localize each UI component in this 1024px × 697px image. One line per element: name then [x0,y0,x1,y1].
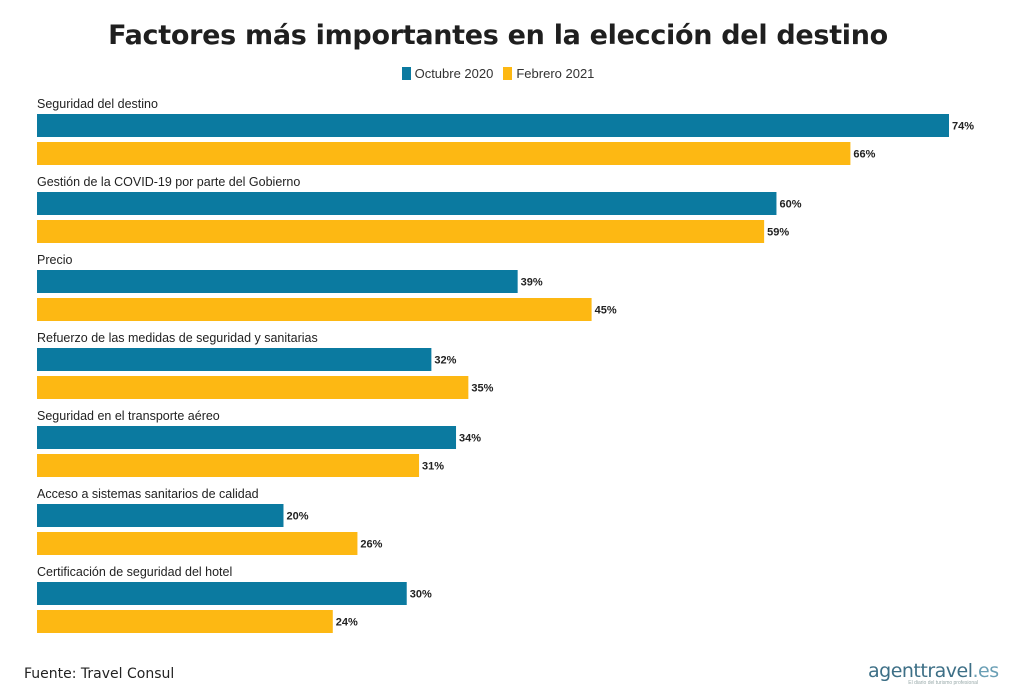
category-label-seguridad-del-destino: Seguridad del destino [37,97,158,111]
value-label-certificacion-de-seguridad-del-hotel-febrero-2021: 24% [336,617,358,629]
bar-precio-febrero-2021 [37,298,592,321]
agenttravel-logo: agenttravel.es El diario del turismo pro… [868,660,999,686]
legend-item-febrero-2021: Febrero 2021 [503,66,594,81]
category-label-gestion-de-la-covid-19-por-parte-del-gobierno: Gestión de la COVID-19 por parte del Gob… [37,175,300,189]
bar-refuerzo-de-las-medidas-de-seguridad-y-sanitarias-febrero-2021 [37,376,469,399]
chart-legend: Octubre 2020 Febrero 2021 [0,66,996,81]
category-label-acceso-a-sistemas-sanitarios-de-calidad: Acceso a sistemas sanitarios de calidad [37,487,259,501]
bar-refuerzo-de-las-medidas-de-seguridad-y-sanitarias-octubre-2020 [37,348,432,371]
bar-seguridad-en-el-transporte-aereo-febrero-2021 [37,454,420,477]
logo-tld-text: .es [972,660,1000,682]
bar-gestion-de-la-covid-19-por-parte-del-gobierno-febrero-2021 [37,220,765,243]
bar-seguridad-en-el-transporte-aereo-octubre-2020 [37,426,457,449]
bar-gestion-de-la-covid-19-por-parte-del-gobierno-octubre-2020 [37,192,777,215]
category-label-certificacion-de-seguridad-del-hotel: Certificación de seguridad del hotel [37,565,232,579]
bar-acceso-a-sistemas-sanitarios-de-calidad-febrero-2021 [37,532,358,555]
value-label-seguridad-en-el-transporte-aereo-octubre-2020: 34% [459,433,481,445]
legend-swatch-febrero-2021 [503,67,513,80]
bar-acceso-a-sistemas-sanitarios-de-calidad-octubre-2020 [37,504,284,527]
value-label-gestion-de-la-covid-19-por-parte-del-gobierno-febrero-2021: 59% [767,227,789,239]
category-label-seguridad-en-el-transporte-aereo: Seguridad en el transporte aéreo [37,409,220,423]
bar-seguridad-del-destino-octubre-2020 [37,114,949,137]
value-label-gestion-de-la-covid-19-por-parte-del-gobierno-octubre-2020: 60% [779,199,801,211]
legend-label-octubre-2020: Octubre 2020 [414,66,494,81]
value-label-certificacion-de-seguridad-del-hotel-octubre-2020: 30% [410,589,432,601]
value-label-refuerzo-de-las-medidas-de-seguridad-y-sanitarias-octubre-2020: 32% [434,355,456,367]
value-label-refuerzo-de-las-medidas-de-seguridad-y-sanitarias-febrero-2021: 35% [471,383,493,395]
bar-seguridad-del-destino-febrero-2021 [37,142,851,165]
value-label-seguridad-del-destino-febrero-2021: 66% [853,149,875,161]
bar-certificacion-de-seguridad-del-hotel-febrero-2021 [37,610,333,633]
value-label-acceso-a-sistemas-sanitarios-de-calidad-febrero-2021: 26% [360,539,382,551]
bar-certificacion-de-seguridad-del-hotel-octubre-2020 [37,582,407,605]
category-label-refuerzo-de-las-medidas-de-seguridad-y-sanitarias: Refuerzo de las medidas de seguridad y s… [37,331,318,345]
chart-title: Factores más importantes en la elección … [108,20,888,51]
value-label-acceso-a-sistemas-sanitarios-de-calidad-octubre-2020: 20% [286,511,308,523]
value-label-precio-octubre-2020: 39% [521,277,543,289]
value-label-precio-febrero-2021: 45% [595,305,617,317]
legend-label-febrero-2021: Febrero 2021 [516,66,595,81]
legend-swatch-octubre-2020 [401,67,411,80]
logo-main-text: agenttravel [868,660,973,682]
source-note: Fuente: Travel Consul [24,666,175,682]
bar-precio-octubre-2020 [37,270,518,293]
value-label-seguridad-en-el-transporte-aereo-febrero-2021: 31% [422,461,444,473]
legend-item-octubre-2020: Octubre 2020 [401,66,494,81]
category-label-precio: Precio [37,253,72,267]
value-label-seguridad-del-destino-octubre-2020: 74% [952,121,974,133]
logo-tagline: El diario del turismo profesional [908,680,978,686]
